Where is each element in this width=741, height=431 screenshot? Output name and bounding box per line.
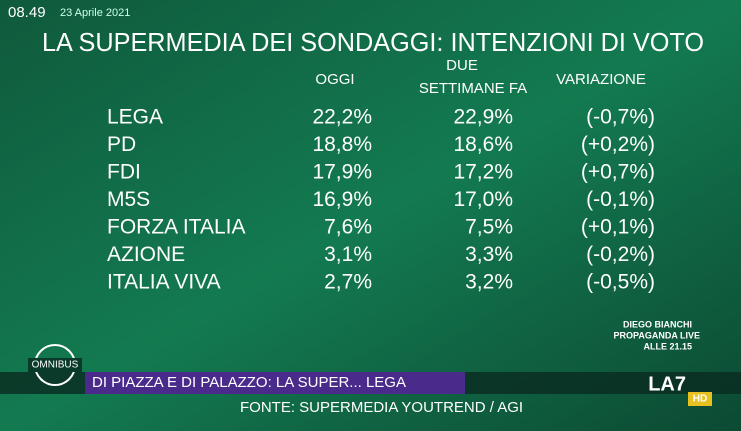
hd-badge: [688, 392, 712, 406]
promo-line: DIEGO BIANCHI: [623, 319, 692, 329]
cell-change: (+0,7%): [581, 161, 655, 184]
cell-two-weeks-ago: 22,9%: [453, 106, 513, 129]
cell-two-weeks-ago: 3,2%: [465, 271, 513, 294]
cell-two-weeks-ago: 18,6%: [453, 133, 513, 156]
column-header: SETTIMANE FA: [419, 80, 527, 97]
column-header: DUE: [446, 57, 478, 74]
cell-today: 3,1%: [324, 243, 372, 266]
date: 23 Aprile 2021: [60, 7, 130, 19]
banner-bg: [85, 372, 465, 394]
channel: LA7: [648, 373, 686, 395]
cell-party: M5S: [107, 188, 150, 211]
clock: 08.49: [8, 4, 46, 21]
cell-party: LEGA: [107, 106, 163, 129]
logo-bg: [28, 358, 82, 372]
hd: HD: [693, 394, 707, 405]
cell-party: AZIONE: [107, 243, 185, 266]
cell-party: FORZA ITALIA: [107, 216, 245, 239]
cell-today: 22,2%: [312, 106, 372, 129]
cell-today: 16,9%: [312, 188, 372, 211]
cell-today: 18,8%: [312, 133, 372, 156]
cell-change: (-0,7%): [586, 106, 655, 129]
cell-change: (-0,5%): [586, 271, 655, 294]
promo-line: ALLE 21.15: [643, 341, 692, 351]
table-body: LEGA 22,2% 22,9% (-0,7%) PD 18,8% 18,6% (+0,2%)…: [107, 106, 655, 294]
cell-two-weeks-ago: 17,0%: [453, 188, 513, 211]
cell-today: 17,9%: [312, 161, 372, 184]
title: LA SUPERMEDIA DEI SONDAGGI: INTENZIONI D…: [42, 27, 704, 57]
source: FONTE: SUPERMEDIA YOUTREND / AGI: [240, 399, 523, 416]
logo: OMNIBUS: [32, 360, 79, 371]
cell-change: (-0,1%): [586, 188, 655, 211]
cell-today: 7,6%: [324, 216, 372, 239]
banner: DI PIAZZA E DI PALAZZO: LA SUPER... LEGA: [92, 374, 406, 391]
column-header: VARIAZIONE: [556, 71, 646, 88]
cell-party: FDI: [107, 161, 141, 184]
column-header: OGGI: [315, 71, 354, 88]
cell-two-weeks-ago: 17,2%: [453, 161, 513, 184]
cell-change: (+0,2%): [581, 133, 655, 156]
cell-change: (+0,1%): [581, 216, 655, 239]
promo-line: PROPAGANDA LIVE: [613, 330, 700, 340]
cell-two-weeks-ago: 3,3%: [465, 243, 513, 266]
cell-change: (-0,2%): [586, 243, 655, 266]
cell-party: ITALIA VIVA: [107, 271, 221, 294]
cell-today: 2,7%: [324, 271, 372, 294]
cell-party: PD: [107, 133, 136, 156]
cell-two-weeks-ago: 7,5%: [465, 216, 513, 239]
